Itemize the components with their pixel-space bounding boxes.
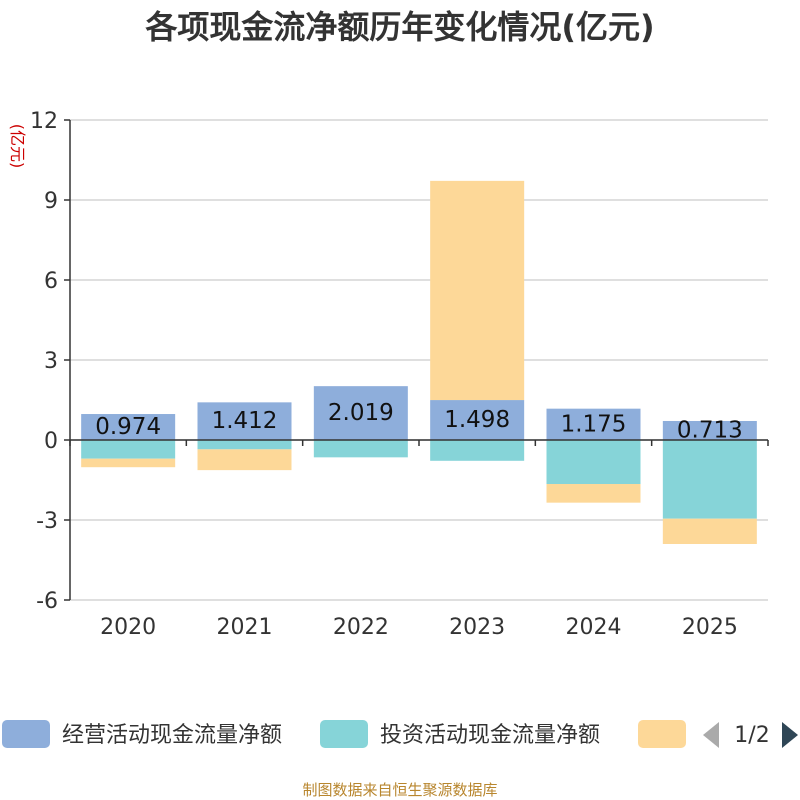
bar-2022-series-1[interactable] [313,440,408,458]
legend-label-1[interactable]: 投资活动现金流量净额 [380,723,600,748]
data-label-2024: 1.175 [561,411,627,437]
legend-next-page-icon[interactable] [782,722,798,748]
legend-swatch-1[interactable] [320,720,368,748]
chart-title: 各项现金流净额历年变化情况(亿元) [145,8,654,46]
x-tick-label: 2024 [566,615,622,640]
y-tick-label: 0 [44,429,58,454]
bars [81,180,757,544]
bar-2023-series-2[interactable] [430,180,525,401]
y-tick-label: 9 [44,189,58,214]
legend-page-indicator: 1/2 [734,723,769,748]
data-label-2021: 1.412 [212,408,278,434]
bar-2024-series-2[interactable] [546,484,641,503]
legend-label-0[interactable]: 经营活动现金流量净额 [62,723,282,748]
bar-2020-series-1[interactable] [81,440,176,459]
value-labels: 0.974 1.412 2.019 1.498 1.175 0.713 [95,400,743,443]
bar-2025-series-2[interactable] [662,518,757,544]
bar-2024-series-1[interactable] [546,440,641,484]
bar-2021-series-2[interactable] [197,449,292,471]
axes: -6 -3 0 3 6 9 12 2020 2021 2022 2023 2024 2025 [30,109,769,640]
bar-2025-series-0[interactable] [662,420,757,440]
legend-prev-page-icon[interactable] [703,722,719,748]
x-tick-label: 2021 [217,615,273,640]
source-note: 制图数据来自恒生聚源数据库 [302,781,497,799]
y-tick-label: 12 [30,109,58,134]
bar-2023-series-1[interactable] [430,440,525,461]
legend: 经营活动现金流量净额 投资活动现金流量净额 1/2 [2,720,798,748]
y-axis-unit-label: (亿元) [8,124,27,169]
legend-swatch-0[interactable] [2,720,50,748]
bar-2021-series-0[interactable] [197,402,292,440]
y-tick-label: 3 [44,349,58,374]
x-tick-label: 2023 [449,615,505,640]
data-label-2022: 2.019 [328,400,394,426]
x-tick-label: 2025 [682,615,738,640]
y-tick-label: -3 [36,509,58,534]
y-tick-label: -6 [36,589,58,614]
bar-2020-series-2[interactable] [81,458,176,468]
x-tick-label: 2022 [333,615,389,640]
legend-swatch-2[interactable] [638,720,686,748]
x-tick-label: 2020 [100,615,156,640]
bar-2025-series-1[interactable] [662,440,757,519]
bar-2021-series-1[interactable] [197,440,292,450]
data-label-2025: 0.713 [677,417,743,443]
bar-2022-series-0[interactable] [313,386,408,440]
y-tick-label: 6 [44,269,58,294]
bar-2020-series-0[interactable] [81,414,176,440]
data-label-2023: 1.498 [444,407,510,433]
data-label-2020: 0.974 [95,414,161,440]
bar-2023-series-0[interactable] [430,400,525,440]
bar-2024-series-0[interactable] [546,408,641,440]
